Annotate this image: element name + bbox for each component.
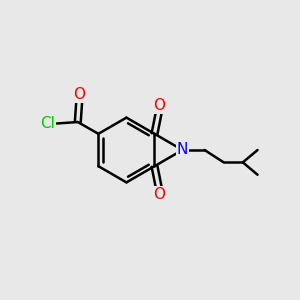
Text: O: O [153,187,165,202]
Text: Cl: Cl [40,116,55,131]
Text: N: N [177,142,188,158]
Text: O: O [153,98,165,113]
Text: O: O [73,87,85,102]
